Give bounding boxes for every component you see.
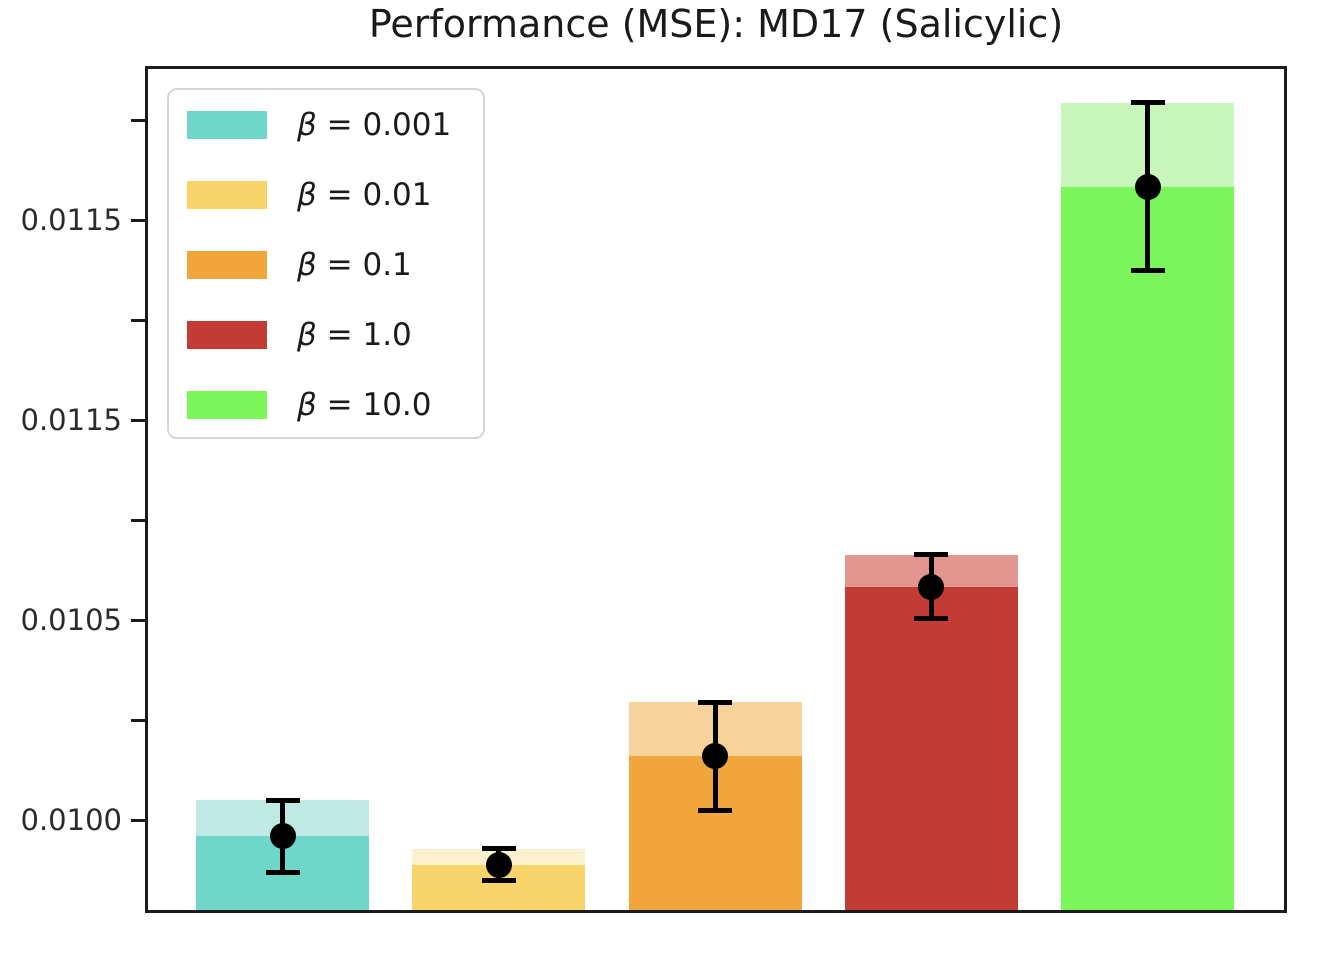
legend-label: β = 0.01 — [297, 177, 432, 213]
error-bar-cap-bottom — [698, 807, 732, 813]
beta-symbol: β — [297, 107, 317, 143]
beta-symbol: β — [297, 177, 317, 213]
chart-title: Performance (MSE): MD17 (Salicylic) — [368, 2, 1064, 46]
legend-swatch — [187, 181, 267, 209]
beta-symbol: β — [297, 247, 317, 283]
bar — [844, 586, 1018, 910]
error-bar-cap-top — [481, 846, 516, 852]
y-tick-label: 0.0100 — [20, 803, 122, 838]
y-tick — [131, 518, 145, 522]
legend-entry: β = 0.1 — [187, 230, 475, 300]
legend-entry: β = 1.0 — [187, 300, 475, 370]
legend-label: β = 1.0 — [297, 317, 412, 353]
y-tick — [131, 218, 145, 222]
error-bar-cap-bottom — [481, 878, 516, 884]
legend-value: = 1.0 — [316, 317, 412, 353]
legend-entry: β = 0.01 — [187, 160, 475, 230]
mean-dot — [1134, 173, 1161, 200]
mean-dot — [702, 743, 728, 770]
legend-label: β = 10.0 — [297, 387, 432, 423]
legend-entry: β = 10.0 — [187, 370, 475, 440]
legend-value: = 0.1 — [316, 247, 412, 283]
beta-symbol: β — [297, 387, 317, 423]
legend-entry: β = 0.001 — [187, 90, 475, 160]
error-bar-cap-bottom — [265, 869, 300, 875]
legend-value: = 10.0 — [316, 387, 432, 423]
mean-dot — [918, 573, 945, 600]
y-tick — [131, 418, 145, 422]
legend-value: = 0.01 — [316, 177, 432, 213]
mean-dot — [269, 823, 296, 850]
legend-swatch — [187, 111, 267, 139]
y-tick — [131, 118, 145, 122]
legend-swatch — [187, 321, 267, 349]
bar — [1061, 186, 1234, 910]
error-bar-cap-top — [1130, 100, 1165, 106]
error-bar-cap-bottom — [1130, 268, 1165, 274]
y-tick-label: 0.0105 — [20, 603, 122, 638]
error-bar-cap-top — [914, 552, 949, 558]
legend-swatch — [187, 391, 267, 419]
y-tick-label: 0.0115 — [20, 403, 122, 438]
beta-symbol: β — [297, 317, 317, 353]
legend-label: β = 0.1 — [297, 247, 412, 283]
legend: β = 0.001 β = 0.01 β = 0.1 β = 1.0 β = 10.0 — [167, 88, 485, 439]
error-bar-cap-bottom — [914, 616, 949, 622]
y-tick — [131, 818, 145, 822]
y-tick — [131, 318, 145, 322]
y-tick — [131, 618, 145, 622]
y-tick — [131, 718, 145, 722]
legend-label: β = 0.001 — [297, 107, 451, 143]
y-tick-label: 0.0115 — [20, 203, 122, 238]
legend-swatch — [187, 251, 267, 279]
error-bar-cap-top — [698, 699, 732, 705]
error-bar-cap-top — [265, 797, 300, 803]
mean-dot — [485, 851, 512, 878]
legend-value: = 0.001 — [316, 107, 452, 143]
